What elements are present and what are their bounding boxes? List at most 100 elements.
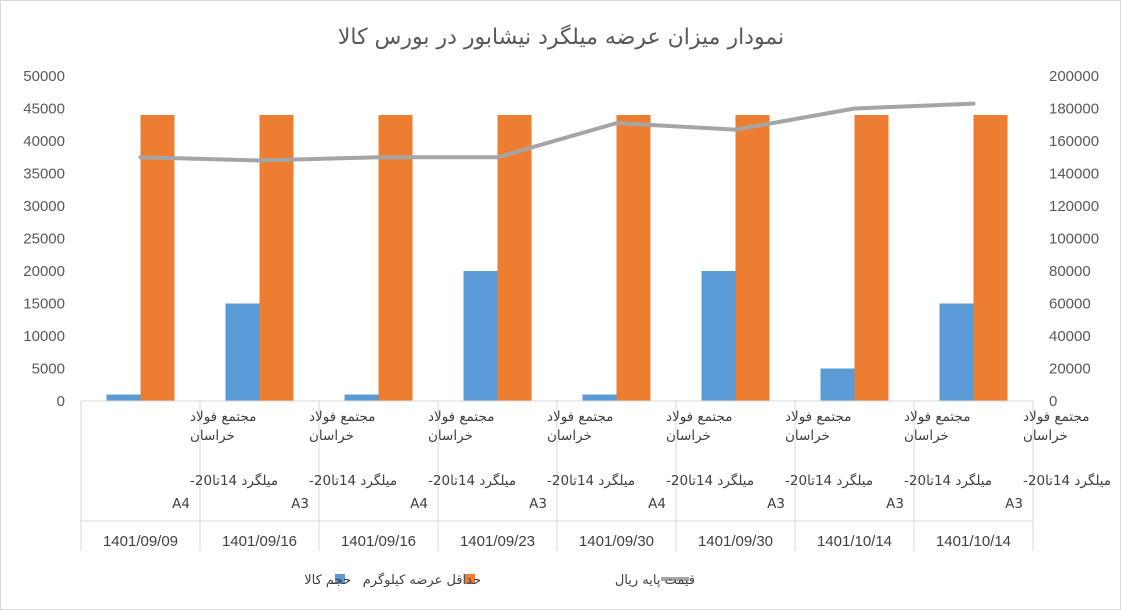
category-company-line: مجتمع فولاد [1023,409,1089,425]
bar-volume [701,271,736,401]
category-company-line: خراسان [309,428,354,444]
bar-min-offer [497,115,532,401]
category-grade-label: A4 [648,496,666,512]
line-base-price [138,101,976,163]
bar-volume [582,394,617,401]
category-date-label: 1401/09/23 [460,533,535,550]
category-date-label: 1401/10/14 [936,533,1011,550]
category-date-label: 1401/09/16 [341,533,416,550]
category-company-line: خراسان [190,428,235,444]
left-axis-tick-label: 15000 [23,296,65,313]
bar-volume [225,303,260,401]
category-company-line: مجتمع فولاد [190,409,256,425]
left-axis-tick-label: 5000 [32,361,65,378]
category-company-line: مجتمع فولاد [785,409,851,425]
chart-title: نمودار میزان عرضه میلگرد نیشابور در بورس… [338,24,784,50]
bar-series [106,115,1008,401]
category-company-line: مجتمع فولاد [904,409,970,425]
category-company-line: خراسان [904,428,949,444]
legend-label: حجم کالا [304,573,351,588]
left-axis-tick-label: 0 [57,393,65,410]
left-axis-tick-label: 35000 [23,166,65,183]
category-company-label: مجتمع فولاد خراسان [904,409,970,444]
bar-volume [106,394,141,401]
category-company-line: خراسان [666,428,711,444]
legend-swatch [335,574,345,584]
category-date-label: 1401/09/30 [698,533,773,550]
bar-min-offer [854,115,889,401]
category-product-label: میلگرد 14تا20- [547,472,635,489]
category-company-line: مجتمع فولاد [666,409,732,425]
bar-min-offer [973,115,1008,401]
category-product-label: میلگرد 14تا20- [666,472,754,489]
category-company-line: خراسان [428,428,473,444]
bar-min-offer [140,115,175,401]
category-grade-label: A3 [529,496,547,512]
category-company-label: مجتمع فولاد خراسان [547,409,613,444]
category-date-label: 1401/09/09 [103,533,178,550]
left-axis-tick-label: 10000 [23,328,65,345]
bar-volume [344,394,379,401]
bar-volume [939,303,974,401]
left-axis: 0 5000 10000 15000 20000 25000 30000 35000 40000… [23,68,65,410]
category-company-line: مجتمع فولاد [547,409,613,425]
category-grade-label: A3 [291,496,309,512]
right-axis-tick-label: 100000 [1049,231,1099,248]
left-axis-tick-label: 30000 [23,198,65,215]
legend-label: قیمت پایه ریال [615,573,695,588]
category-company-label: مجتمع فولاد خراسان [666,409,732,444]
category-company-line: مجتمع فولاد [309,409,375,425]
category-date-label: 1401/09/16 [222,533,297,550]
category-product-label: میلگرد 14تا20- [785,472,873,489]
right-axis: 0 20000 40000 60000 80000 100000 120000 140000 1… [1049,68,1099,410]
right-axis-tick-label: 120000 [1049,198,1099,215]
category-date-label: 1401/10/14 [817,533,892,550]
left-axis-tick-label: 50000 [23,68,65,85]
right-axis-tick-label: 140000 [1049,166,1099,183]
left-axis-tick-label: 25000 [23,231,65,248]
category-grade-label: A4 [410,496,428,512]
category-company-line: خراسان [547,428,592,444]
category-grade-label: A3 [767,496,785,512]
bar-min-offer [735,115,770,401]
category-product-label: میلگرد 14تا20- [428,472,516,489]
category-company-line: مجتمع فولاد [428,409,494,425]
right-axis-tick-label: 200000 [1049,68,1099,85]
category-company-line: خراسان [785,428,830,444]
left-axis-tick-label: 20000 [23,263,65,280]
category-grade-label: A3 [886,496,904,512]
left-axis-tick-label: 40000 [23,133,65,150]
category-product-label: میلگرد 14تا20- [1023,472,1111,489]
right-axis-tick-label: 180000 [1049,101,1099,118]
right-axis-tick-label: 20000 [1049,361,1091,378]
bar-min-offer [378,115,413,401]
right-axis-tick-label: 60000 [1049,296,1091,313]
category-product-label: میلگرد 14تا20- [904,472,992,489]
right-axis-tick-label: 80000 [1049,263,1091,280]
legend: حجم کالا حداقل عرضه کیلوگرم قیمت پایه ریال [304,572,695,588]
line-series [138,101,976,163]
category-product-label: میلگرد 14تا20- [190,472,278,489]
legend-label: حداقل عرضه کیلوگرم [363,572,481,588]
category-grade-label: A4 [172,496,190,512]
category-company-label: مجتمع فولاد خراسان [1023,409,1089,444]
left-axis-tick-label: 45000 [23,101,65,118]
category-date-label: 1401/09/30 [579,533,654,550]
category-company-label: مجتمع فولاد خراسان [190,409,256,444]
bar-min-offer [259,115,294,401]
right-axis-tick-label: 0 [1049,393,1057,410]
category-grade-label: A3 [1005,496,1023,512]
legend-swatch [465,574,475,584]
category-company-label: مجتمع فولاد خراسان [428,409,494,444]
bar-volume [463,271,498,401]
bar-volume [820,368,855,401]
category-company-label: مجتمع فولاد خراسان [785,409,851,444]
right-axis-tick-label: 160000 [1049,133,1099,150]
category-company-label: مجتمع فولاد خراسان [309,409,375,444]
right-axis-tick-label: 40000 [1049,328,1091,345]
bar-min-offer [616,115,651,401]
category-product-label: میلگرد 14تا20- [309,472,397,489]
